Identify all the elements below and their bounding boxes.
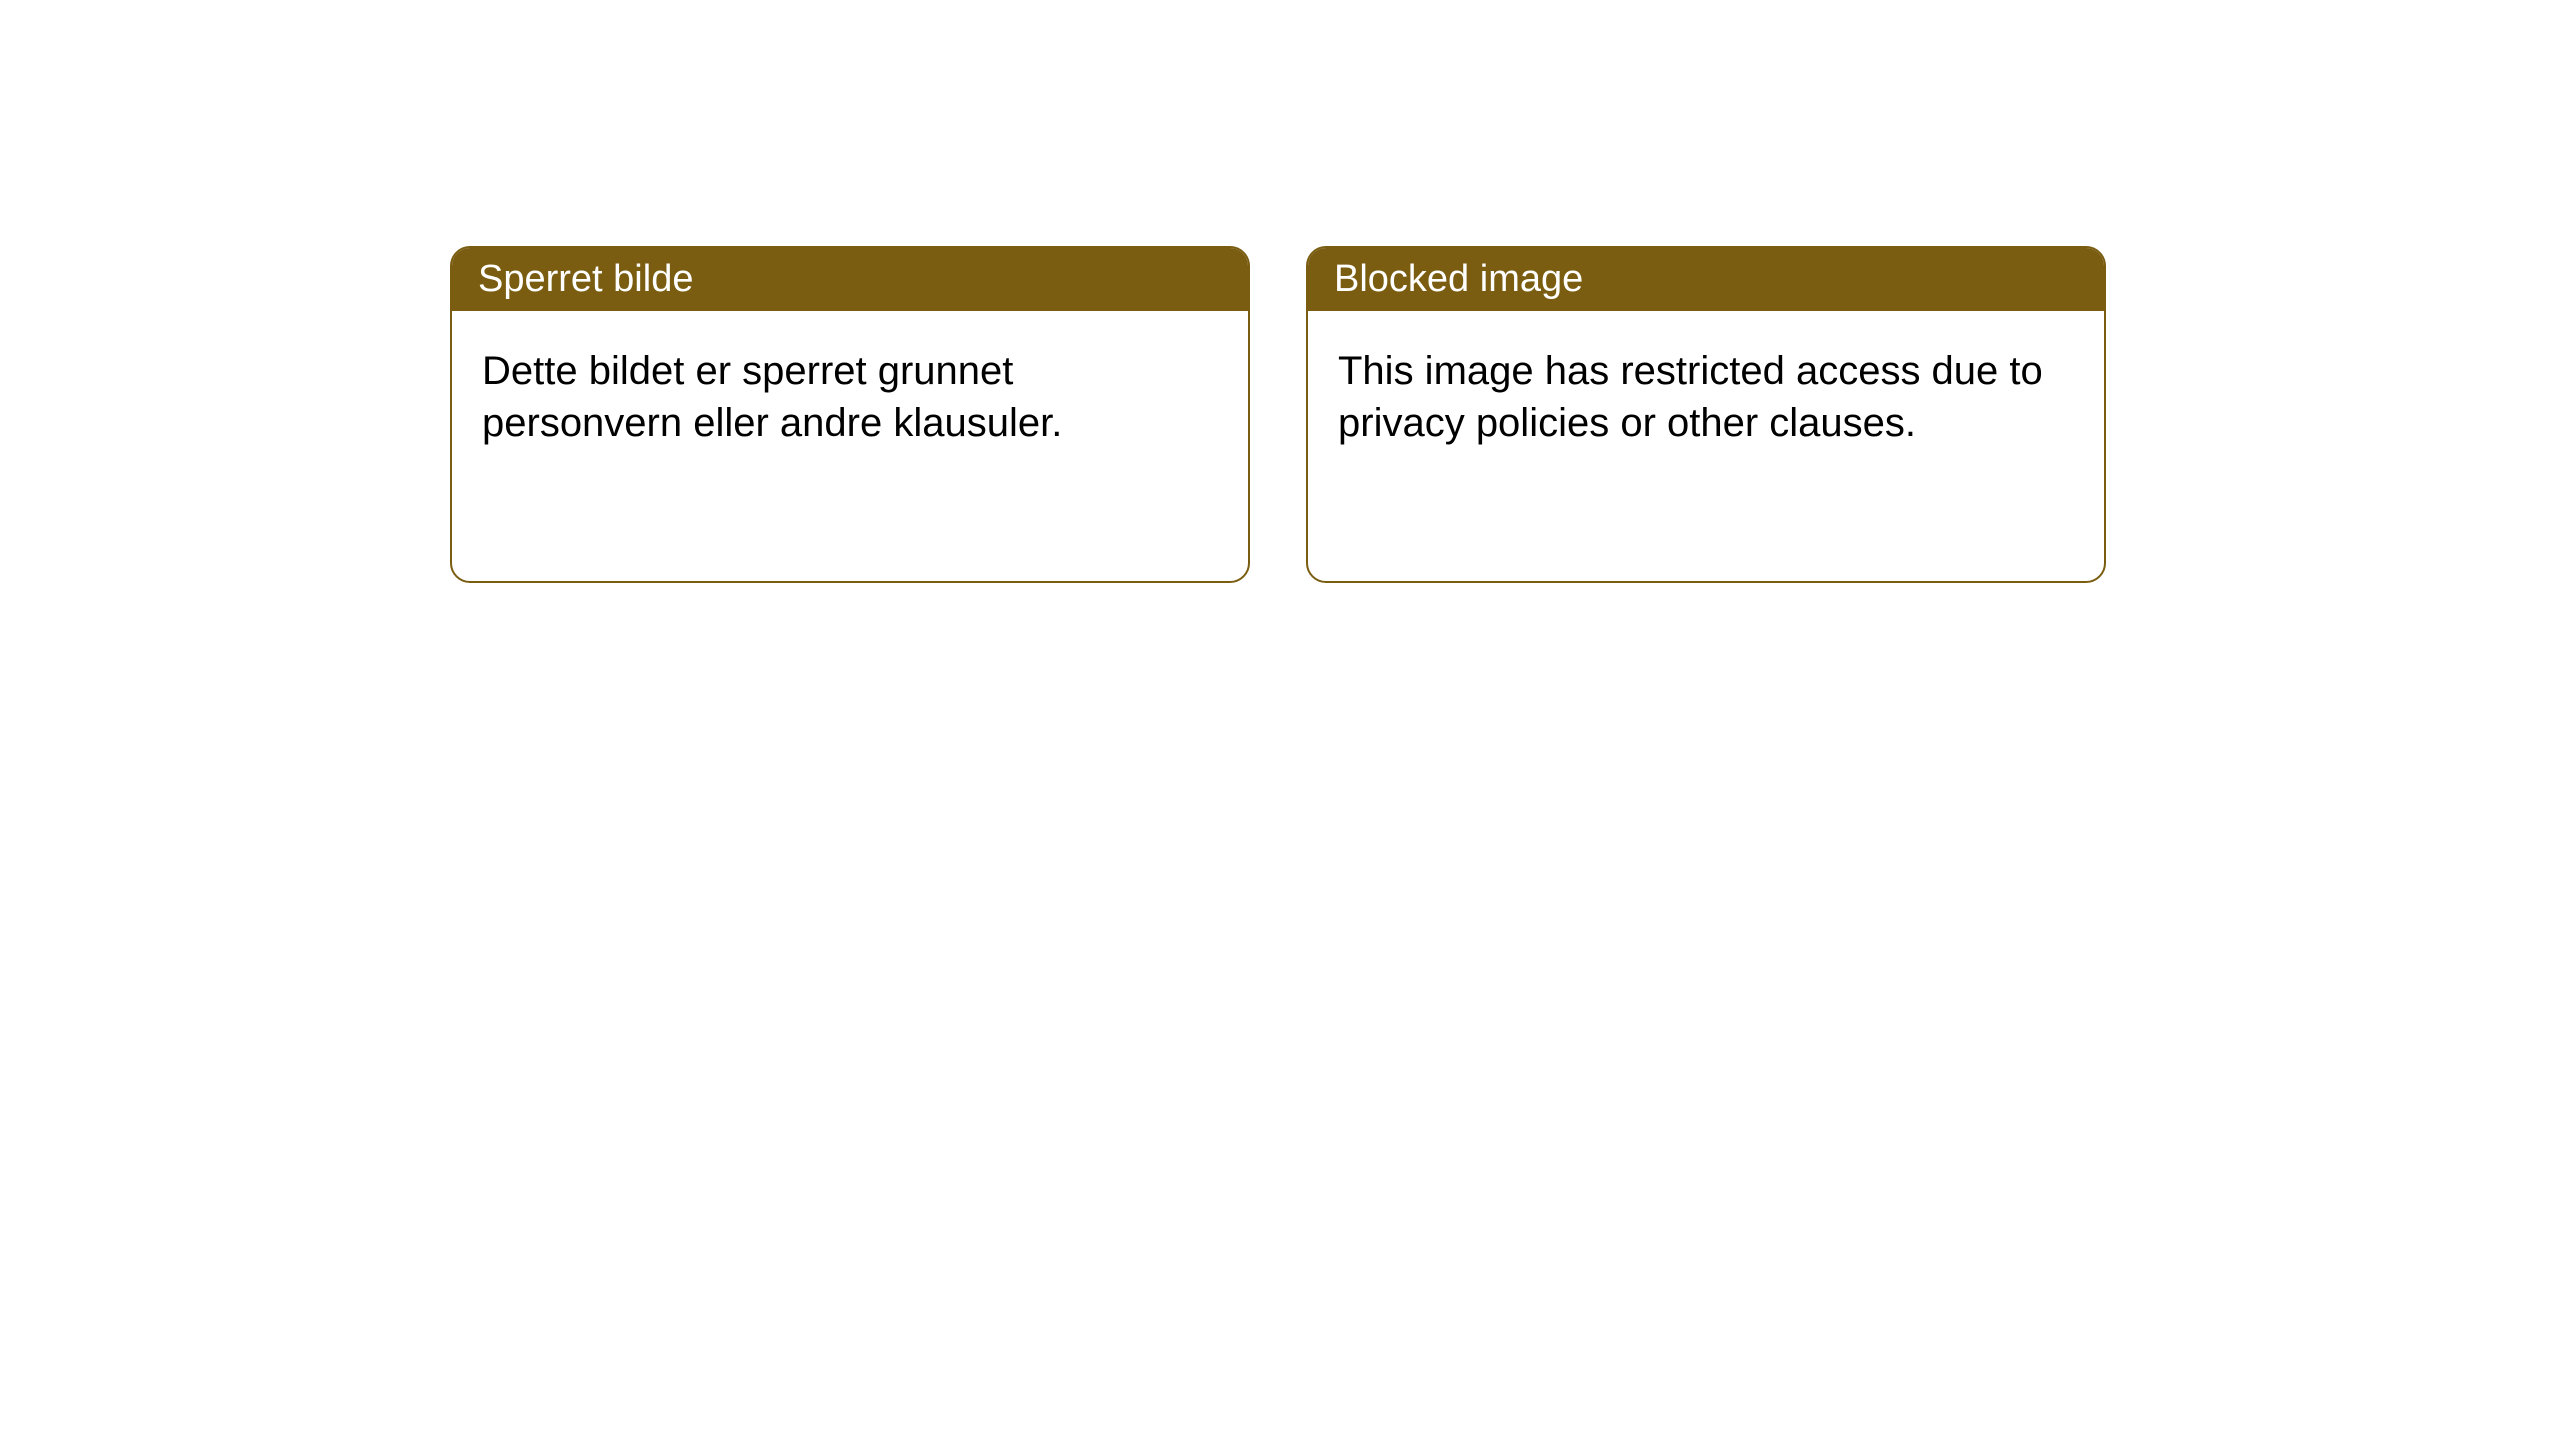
card-body-text: This image has restricted access due to … <box>1338 349 2043 445</box>
blocked-image-card-no: Sperret bilde Dette bildet er sperret gr… <box>450 246 1250 583</box>
card-title: Sperret bilde <box>478 258 693 300</box>
card-body: This image has restricted access due to … <box>1308 311 2104 581</box>
blocked-image-card-en: Blocked image This image has restricted … <box>1306 246 2106 583</box>
card-title: Blocked image <box>1334 258 1583 300</box>
cards-container: Sperret bilde Dette bildet er sperret gr… <box>0 0 2560 583</box>
card-header: Sperret bilde <box>452 248 1248 311</box>
card-body-text: Dette bildet er sperret grunnet personve… <box>482 349 1062 445</box>
card-body: Dette bildet er sperret grunnet personve… <box>452 311 1248 581</box>
card-header: Blocked image <box>1308 248 2104 311</box>
